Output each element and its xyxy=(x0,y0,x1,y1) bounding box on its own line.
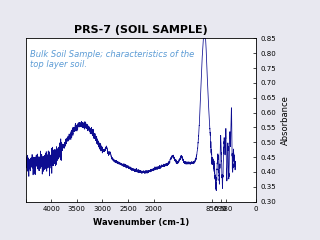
Y-axis label: Absorbance: Absorbance xyxy=(281,95,290,145)
Title: PRS-7 (SOIL SAMPLE): PRS-7 (SOIL SAMPLE) xyxy=(74,25,208,35)
X-axis label: Wavenumber (cm-1): Wavenumber (cm-1) xyxy=(93,218,189,227)
Text: Bulk Soil Sample; characteristics of the
top layer soil.: Bulk Soil Sample; characteristics of the… xyxy=(30,50,195,69)
